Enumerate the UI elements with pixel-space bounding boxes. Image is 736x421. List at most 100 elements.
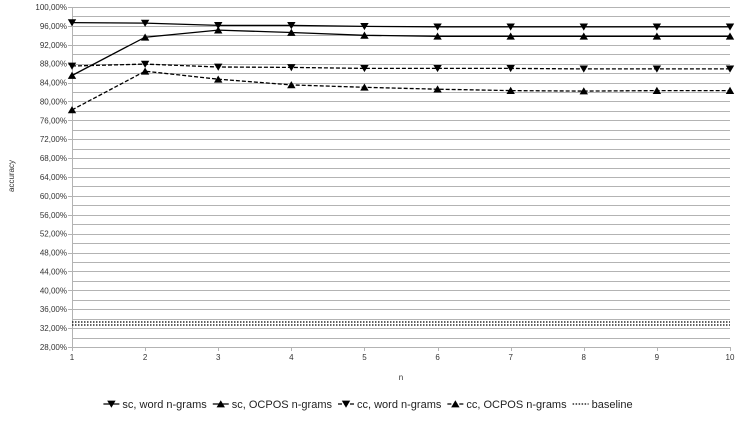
y-tick-label: 80,00% (40, 97, 67, 106)
y-tick-label: 28,00% (40, 343, 67, 352)
data-point (214, 26, 223, 34)
data-point (725, 86, 735, 94)
data-point (287, 64, 296, 72)
data-point (67, 71, 77, 79)
data-point (506, 32, 515, 40)
x-tick-label: 4 (289, 353, 294, 362)
x-axis-title: n (399, 373, 403, 382)
x-tick-label: 6 (435, 353, 440, 362)
data-point (360, 83, 369, 91)
data-point (433, 65, 442, 73)
legend-marker (107, 400, 116, 408)
series-line (71, 63, 730, 70)
y-tick-label: 84,00% (40, 79, 67, 88)
data-point (360, 23, 369, 31)
data-point (506, 23, 515, 31)
data-point (140, 60, 150, 68)
x-tick-label: 9 (655, 353, 660, 362)
series-2 (67, 26, 735, 79)
y-tick-label: 48,00% (40, 249, 67, 258)
legend: sc, word n-grams sc, OCPOS n-grams cc, wor… (103, 399, 633, 411)
x-tick-label: 10 (726, 353, 735, 362)
data-point (214, 75, 223, 83)
data-point (287, 22, 296, 30)
legend-item: sc, OCPOS n-grams (212, 399, 333, 411)
data-point (579, 87, 588, 95)
legend-item: cc, OCPOS n-grams (447, 399, 567, 411)
series-3 (67, 60, 735, 73)
y-tick-label: 60,00% (40, 192, 67, 201)
data-point (652, 32, 662, 40)
y-tick-label: 64,00% (40, 173, 67, 182)
series-line (71, 29, 730, 77)
data-point (360, 31, 369, 39)
series (67, 19, 735, 326)
legend-label: cc, word n-grams (357, 399, 442, 411)
data-point (214, 22, 223, 30)
series-line (71, 21, 730, 28)
tick-labels: 28,00% 32,00% 36,00% 40,00% 44,00% 48,00% 52,0… (35, 3, 735, 362)
data-point (214, 63, 223, 71)
data-point (67, 19, 77, 27)
y-tick-label: 100,00% (35, 3, 67, 12)
y-axis-title: accuracy (7, 160, 16, 192)
data-point (287, 28, 296, 36)
legend-item: cc, word n-grams (338, 399, 442, 411)
y-tick-label: 44,00% (40, 267, 67, 276)
series-4 (67, 67, 735, 114)
legend-label: sc, word n-grams (122, 399, 207, 411)
legend-label: baseline (592, 399, 633, 411)
data-point (652, 23, 662, 31)
data-point (725, 65, 735, 73)
data-point (652, 65, 662, 73)
x-tick-label: 5 (362, 353, 367, 362)
data-point (652, 86, 662, 94)
data-point (140, 19, 150, 27)
data-point (579, 32, 588, 40)
legend-marker (216, 400, 225, 408)
x-tick-label: 7 (508, 353, 513, 362)
legend-label: sc, OCPOS n-grams (232, 399, 333, 411)
data-point (433, 23, 442, 31)
data-point (725, 23, 735, 31)
x-tick-label: 1 (70, 353, 75, 362)
x-tick-label: 3 (216, 353, 221, 362)
y-tick-label: 88,00% (40, 60, 67, 69)
data-point (67, 62, 77, 70)
series-5 (72, 321, 730, 326)
legend-label: cc, OCPOS n-grams (466, 399, 567, 411)
x-tick-label: 2 (143, 353, 148, 362)
data-point (506, 86, 515, 94)
data-point (360, 65, 369, 73)
x-tick-label: 8 (582, 353, 587, 362)
legend-item: sc, word n-grams (103, 399, 207, 411)
data-point (287, 81, 296, 89)
data-point (433, 32, 442, 40)
y-tick-label: 96,00% (40, 22, 67, 31)
legend-marker (451, 400, 460, 408)
legend-marker (341, 400, 351, 408)
y-tick-label: 52,00% (40, 230, 67, 239)
data-point (140, 33, 150, 41)
data-point (140, 67, 150, 75)
y-tick-label: 32,00% (40, 324, 67, 333)
grid (72, 7, 730, 348)
y-tick-label: 68,00% (40, 154, 67, 163)
data-point (506, 65, 515, 73)
y-tick-label: 40,00% (40, 286, 67, 295)
series-1 (67, 19, 735, 31)
legend-item: baseline (572, 399, 633, 411)
y-tick-label: 36,00% (40, 305, 67, 314)
series-line (71, 70, 730, 111)
axes (68, 7, 731, 351)
data-point (579, 23, 588, 31)
data-point (433, 85, 442, 93)
data-point (725, 32, 735, 40)
y-tick-label: 56,00% (40, 211, 67, 220)
y-tick-label: 72,00% (40, 135, 67, 144)
data-point (579, 65, 588, 73)
y-tick-label: 92,00% (40, 41, 67, 50)
data-point (67, 106, 77, 114)
